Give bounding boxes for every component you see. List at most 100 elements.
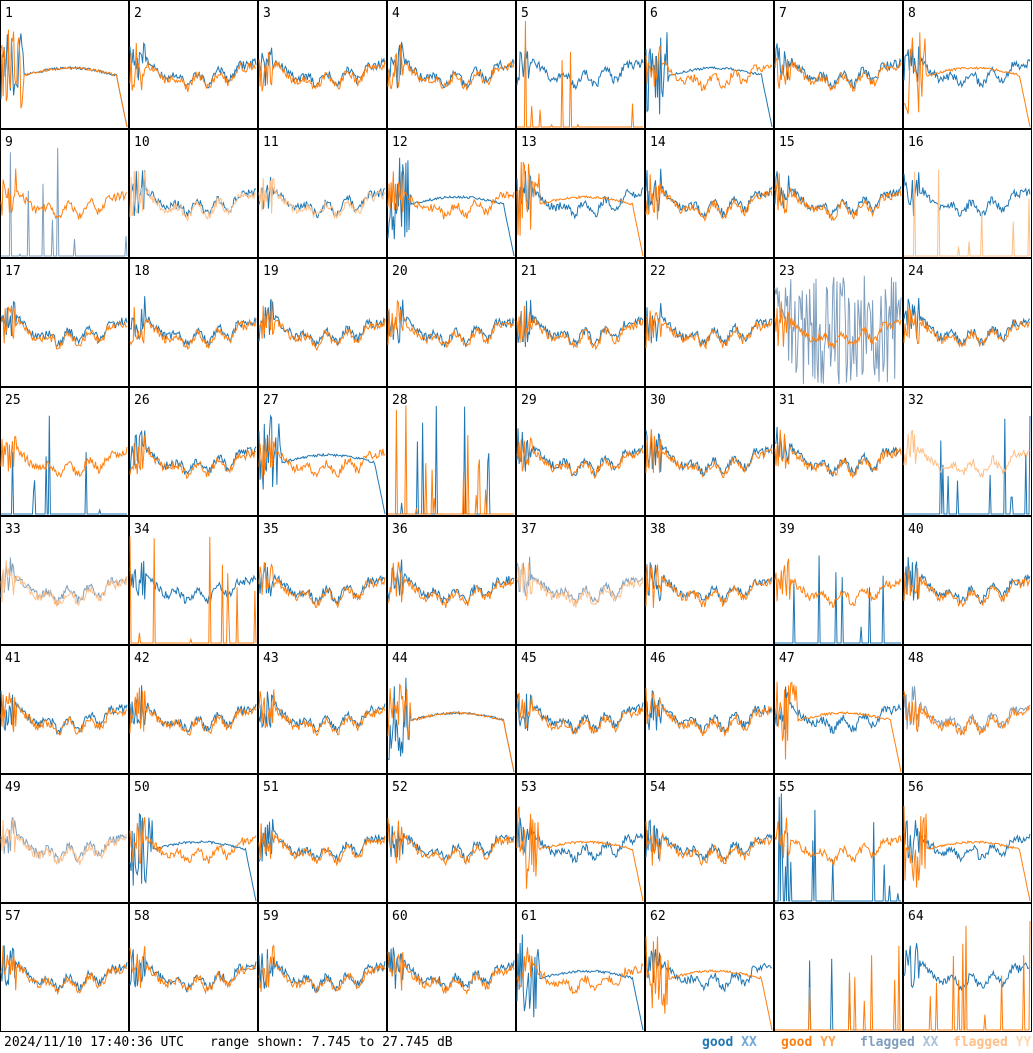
series-yy-16 [904, 169, 1031, 257]
spectrum-tile-42: 42 [129, 645, 258, 774]
tile-label: 39 [779, 522, 795, 537]
series-yy-27 [258, 435, 386, 479]
spectrum-tile-62: 62 [645, 903, 774, 1032]
series-yy-28 [388, 405, 514, 515]
series-yy-49 [0, 817, 128, 866]
spectrum-tile-5: 5 [516, 0, 645, 129]
series-xx-47 [774, 686, 902, 734]
tile-label: 36 [392, 522, 408, 537]
tile-frame [129, 387, 258, 516]
series-yy-6 [645, 46, 773, 92]
spectrum-tile-2: 2 [129, 0, 258, 129]
tile-label: 44 [392, 651, 408, 666]
series-yy-11 [258, 177, 386, 219]
spectrum-tile-49: 49 [0, 774, 129, 903]
series-yy-61 [516, 947, 644, 995]
spectrum-tile-48: 48 [903, 645, 1032, 774]
tile-label: 26 [134, 393, 150, 408]
tile-frame [903, 903, 1032, 1032]
series-xx-5 [516, 46, 644, 91]
tile-label: 55 [779, 780, 795, 795]
tile-frame [774, 516, 903, 645]
spectrum-tile-27: 27 [258, 387, 387, 516]
series-yy-38 [645, 564, 773, 608]
series-yy-14 [645, 174, 773, 222]
spectrum-tile-58: 58 [129, 903, 258, 1032]
series-yy-31 [774, 429, 902, 479]
spectrum-tile-52: 52 [387, 774, 516, 903]
tile-label: 43 [263, 651, 279, 666]
tile-label: 16 [908, 135, 924, 150]
tile-frame [774, 774, 903, 903]
spectrum-tile-45: 45 [516, 645, 645, 774]
tile-frame [387, 258, 516, 387]
spectrum-tile-36: 36 [387, 516, 516, 645]
series-yy-50 [129, 817, 257, 864]
spectrum-tile-16: 16 [903, 129, 1032, 258]
tile-label: 18 [134, 264, 150, 279]
series-yy-5 [517, 20, 643, 128]
spectrum-tile-50: 50 [129, 774, 258, 903]
tile-label: 34 [134, 522, 150, 537]
series-xx-53 [516, 817, 644, 864]
series-yy-35 [258, 562, 386, 609]
series-yy-19 [258, 299, 386, 352]
tile-frame [0, 387, 129, 516]
series-yy-25 [0, 435, 128, 479]
tile-frame [387, 903, 516, 1032]
spectrum-tile-64: 64 [903, 903, 1032, 1032]
tile-label: 32 [908, 393, 924, 408]
series-yy-20 [387, 300, 515, 349]
series-xx-50 [129, 812, 257, 902]
series-yy-21 [516, 305, 644, 351]
spectrum-tile-30: 30 [645, 387, 774, 516]
spectrum-tile-43: 43 [258, 645, 387, 774]
tile-label: 62 [650, 909, 666, 924]
spectrum-tile-15: 15 [774, 129, 903, 258]
tile-label: 23 [779, 264, 795, 279]
tile-frame [774, 903, 903, 1032]
series-yy-15 [774, 173, 902, 221]
tile-label: 47 [779, 651, 795, 666]
spectrum-tile-31: 31 [774, 387, 903, 516]
spectrum-tile-4: 4 [387, 0, 516, 129]
spectrum-tile-28: 28 [387, 387, 516, 516]
tile-frame [258, 903, 387, 1032]
spectrum-tile-59: 59 [258, 903, 387, 1032]
tile-label: 63 [779, 909, 795, 924]
series-yy-30 [645, 428, 773, 479]
tile-label: 4 [392, 6, 400, 21]
tile-label: 27 [263, 393, 279, 408]
series-xx-56 [903, 819, 1031, 863]
series-yy-23 [774, 301, 902, 350]
series-xx-38 [645, 562, 773, 605]
tile-label: 29 [521, 393, 537, 408]
tile-frame [387, 0, 516, 129]
spectrum-tile-13: 13 [516, 129, 645, 258]
series-yy-52 [387, 817, 515, 867]
tile-frame [129, 645, 258, 774]
series-yy-64 [904, 921, 1031, 1031]
range-label: range shown: 7.745 to 27.745 dB [210, 1035, 453, 1050]
series-xx-14 [645, 168, 773, 219]
series-yy-47 [774, 681, 902, 773]
tile-label: 35 [263, 522, 279, 537]
tile-label: 49 [5, 780, 21, 795]
series-yy-4 [387, 44, 515, 91]
spectrum-tile-18: 18 [129, 258, 258, 387]
tile-label: 15 [779, 135, 795, 150]
tile-label: 25 [5, 393, 21, 408]
series-yy-34 [129, 536, 257, 644]
spectrum-tile-44: 44 [387, 645, 516, 774]
tile-label: 41 [5, 651, 21, 666]
tile-frame [129, 903, 258, 1032]
series-yy-56 [903, 805, 1031, 902]
tile-frame [774, 645, 903, 774]
tile-frame [516, 645, 645, 774]
tile-frame [0, 645, 129, 774]
series-yy-45 [516, 692, 644, 736]
series-yy-41 [0, 692, 128, 736]
tile-label: 1 [5, 6, 13, 21]
tile-frame [903, 516, 1032, 645]
tile-label: 9 [5, 135, 13, 150]
